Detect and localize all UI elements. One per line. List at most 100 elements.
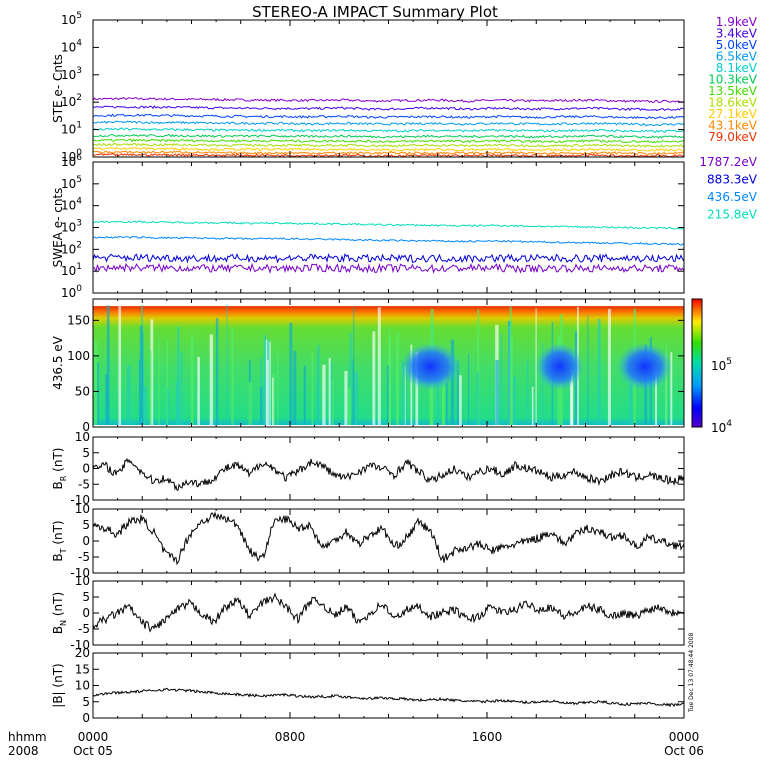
panel-4: -10 -5 0 5 10 BT (nT): [51, 502, 685, 580]
heatmap-streak: [303, 365, 306, 425]
heatmap-streak: [149, 350, 152, 425]
y-tick-label-3-2: 0: [82, 462, 90, 476]
heatmap-streak: [527, 359, 529, 425]
legend-entry-1.9keV: 1.9keV: [716, 15, 758, 29]
heatmap-streak: [415, 351, 419, 425]
heatmap-streak: [512, 376, 516, 425]
legend-entry-18.6keV: 18.6keV: [708, 96, 758, 110]
heatmap-streak: [665, 342, 668, 425]
legend-entry-3.4keV: 3.4keV: [716, 27, 758, 41]
y-tick-label-6-1: 5: [82, 695, 90, 709]
heatmap-streak: [331, 378, 334, 425]
y-tick-label-1-1: 101: [61, 262, 82, 278]
y-tick-label-0-3: 103: [61, 66, 82, 82]
heatmap-streak: [209, 334, 214, 425]
y-tick-label-4-3: 5: [82, 518, 90, 532]
x-axis-label-year: 2008: [8, 744, 39, 758]
heatmap-streak: [500, 333, 503, 425]
y-tick-label-2-3: 150: [67, 313, 90, 327]
y-axis-label-0: STE e- Cnts: [51, 54, 65, 123]
y-tick-label-1-2: 102: [61, 240, 82, 256]
y-axis-label-2: 436.5 eV: [51, 335, 65, 390]
heatmap-streak: [347, 387, 352, 425]
heatmap-streak: [263, 334, 267, 425]
y-tick-label-3-1: -5: [78, 477, 90, 491]
series-line-3.4keV: [92, 105, 685, 112]
heatmap-image: [93, 299, 684, 427]
heatmap-streak: [628, 383, 633, 425]
x-axis-label-hhmm: hhmm: [8, 730, 47, 744]
series-line-6.5keV: [92, 120, 685, 127]
panel-1: 100 101 102 103 104 105 106 SWEA e- cnts: [51, 153, 685, 300]
heatmap-streak: [353, 307, 355, 425]
heatmap-streak: [349, 332, 352, 425]
panel-5: -10 -5 0 5 10 BN (nT): [51, 574, 685, 652]
heatmap-streak: [330, 362, 333, 425]
legend-entry-436.5eV: 436.5eV: [707, 190, 758, 204]
heatmap-streak: [266, 360, 269, 425]
field-line-5: [92, 592, 685, 633]
heatmap-streak: [372, 331, 376, 425]
field-line-6: [92, 687, 685, 708]
x-axis-labels: hhmm 2008 0000 0800 1600 0000 Oct 05 Oct…: [8, 730, 704, 758]
y-tick-label-2-1: 50: [75, 384, 90, 398]
heatmap-streak: [272, 377, 274, 425]
y-tick-label-5-1: -5: [78, 622, 90, 636]
series-line-27.1keV: [92, 146, 685, 152]
heatmap-streak: [655, 370, 658, 425]
series-line-5.0keV: [92, 113, 685, 120]
y-tick-label-2-2: 100: [67, 349, 90, 363]
x-tick-label-0: 0000: [78, 730, 109, 744]
panel-frame-6: [92, 652, 685, 719]
y-axis-label-1: SWEA e- cnts: [51, 188, 65, 268]
heatmap-streak: [143, 386, 147, 425]
colorbar: [691, 298, 703, 428]
series-line-18.6keV: [92, 142, 685, 148]
heatmap-streak: [158, 337, 160, 425]
series-line-13.5keV: [92, 138, 685, 144]
y-axis-label-5: BN (nT): [51, 592, 68, 634]
heatmap-streak: [386, 365, 390, 425]
low-flux-patch-1: [535, 342, 584, 391]
y-tick-label-6-4: 20: [75, 646, 90, 660]
heatmap-streak: [569, 381, 574, 425]
legend-entry-8.1keV: 8.1keV: [716, 61, 758, 75]
y-tick-label-0-2: 102: [61, 93, 82, 109]
heatmap-streak: [531, 386, 534, 425]
legend-entry-215.8eV: 215.8eV: [707, 208, 758, 222]
heatmap-streak: [180, 351, 183, 425]
y-tick-label-5-4: 10: [75, 574, 90, 588]
heatmap-streak: [508, 321, 511, 425]
legend-entry-5.0keV: 5.0keV: [716, 38, 758, 52]
legend-entry-43.1keV: 43.1keV: [708, 119, 758, 133]
heatmap-streak: [190, 334, 194, 425]
y-tick-label-4-1: -5: [78, 550, 90, 564]
panel-frame-3: [92, 436, 685, 501]
heatmap-streak: [277, 348, 279, 425]
heatmap-streak: [293, 351, 297, 425]
heatmap-streak: [477, 309, 480, 425]
panel-6: 0 5 10 15 20 |B| (nT): [51, 646, 685, 725]
y-tick-label-5-3: 5: [82, 590, 90, 604]
y-axis-label-6: |B| (nT): [51, 663, 65, 707]
y-tick-label-2-0: 0: [82, 420, 90, 434]
series-line-883.3eV: [92, 252, 685, 264]
heatmap-streak: [377, 307, 381, 425]
heatmap-streak: [215, 317, 219, 425]
plot-title: STEREO-A IMPACT Summary Plot: [252, 3, 498, 21]
colorbar-label-low: 104: [711, 419, 732, 435]
x-date-label-start: Oct 05: [73, 744, 113, 758]
heatmap-streak: [509, 306, 512, 425]
heatmap-streak: [322, 364, 326, 425]
heatmap-streak: [317, 344, 320, 425]
timestamp: Tue Dec 13 07:48:44 2008: [688, 632, 695, 713]
heatmap-streak: [265, 339, 269, 425]
series-line-10.3keV: [92, 133, 685, 139]
legend-entry-79.0keV: 79.0keV: [708, 130, 758, 144]
y-axis-label-3: BR (nT): [51, 448, 68, 490]
heatmap-streak: [352, 359, 354, 425]
heatmap-streak: [495, 360, 499, 425]
y-tick-label-4-2: 0: [82, 534, 90, 548]
